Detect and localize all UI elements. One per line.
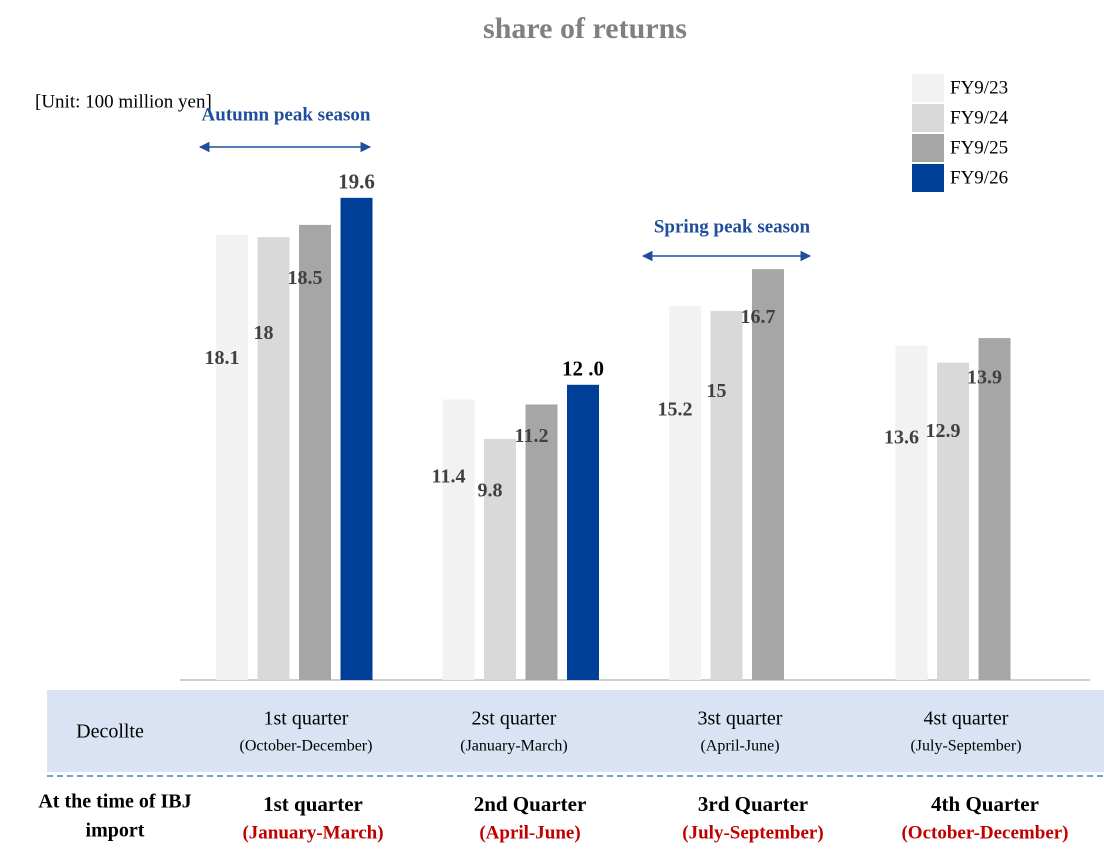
x-tick-label: 3st quarter	[698, 708, 783, 730]
legend-swatch	[912, 74, 944, 102]
data-label: 9.8	[478, 480, 503, 502]
import-quarter: 3rd Quarter	[698, 792, 808, 816]
data-label: 18	[254, 322, 274, 344]
legend-swatch	[912, 104, 944, 132]
x-tick-label: 4st quarter	[924, 708, 1009, 730]
import-quarter: 4th Quarter	[931, 792, 1039, 816]
x-tick-sublabel: (January-March)	[460, 738, 568, 755]
legend-label: FY9/25	[950, 137, 1008, 158]
legend-label: FY9/24	[950, 107, 1009, 128]
bar	[216, 234, 248, 681]
x-tick-sublabel: (April-June)	[700, 738, 779, 755]
row-label: import	[86, 820, 145, 842]
bar	[710, 311, 743, 680]
bar	[340, 197, 373, 680]
data-label: 18.5	[288, 267, 323, 289]
bar	[299, 224, 331, 680]
bar	[257, 237, 290, 680]
x-tick-sublabel: (July-September)	[910, 738, 1021, 755]
legend-label: FY9/26	[950, 167, 1008, 188]
data-label: 16.7	[741, 306, 776, 328]
x-tick-label: 2st quarter	[472, 708, 557, 730]
row-label: At the time of IBJ	[38, 791, 191, 813]
bar	[484, 438, 516, 680]
bar	[978, 338, 1011, 680]
legend-swatch	[912, 134, 944, 162]
legend-label: FY9/23	[950, 77, 1008, 98]
import-period: (April-June)	[479, 822, 580, 843]
data-label: 12 .0	[562, 357, 604, 381]
data-label: 15	[707, 380, 727, 402]
legend-swatch	[912, 164, 944, 192]
bar	[752, 269, 784, 680]
data-label: 18.1	[205, 347, 240, 369]
bar	[937, 362, 969, 680]
x-tick-label: 1st quarter	[264, 708, 349, 730]
bar	[525, 404, 558, 680]
import-period: (January-March)	[242, 822, 383, 843]
import-period: (July-September)	[682, 822, 823, 843]
import-quarter: 1st quarter	[263, 792, 363, 816]
x-tick-sublabel: (October-December)	[240, 738, 373, 755]
bar	[442, 399, 475, 680]
bar	[567, 384, 599, 680]
data-label: 13.6	[884, 427, 919, 449]
annotation: Autumn peak season	[202, 104, 371, 125]
chart-title: share of returns	[483, 12, 687, 45]
row-label: Decollte	[76, 721, 144, 743]
data-label: 12.9	[926, 420, 961, 442]
data-label: 19.6	[338, 170, 375, 194]
data-label: 15.2	[658, 398, 693, 420]
import-period: (October-December)	[901, 822, 1068, 843]
category-band	[47, 690, 1104, 772]
data-label: 11.2	[515, 425, 549, 447]
annotation: Spring peak season	[654, 216, 811, 237]
unit-label: [Unit: 100 million yen]	[35, 91, 212, 112]
data-label: 13.9	[967, 367, 1002, 389]
import-quarter: 2nd Quarter	[474, 792, 587, 816]
bar	[895, 345, 928, 680]
data-label: 11.4	[432, 466, 466, 488]
bar	[669, 306, 701, 680]
